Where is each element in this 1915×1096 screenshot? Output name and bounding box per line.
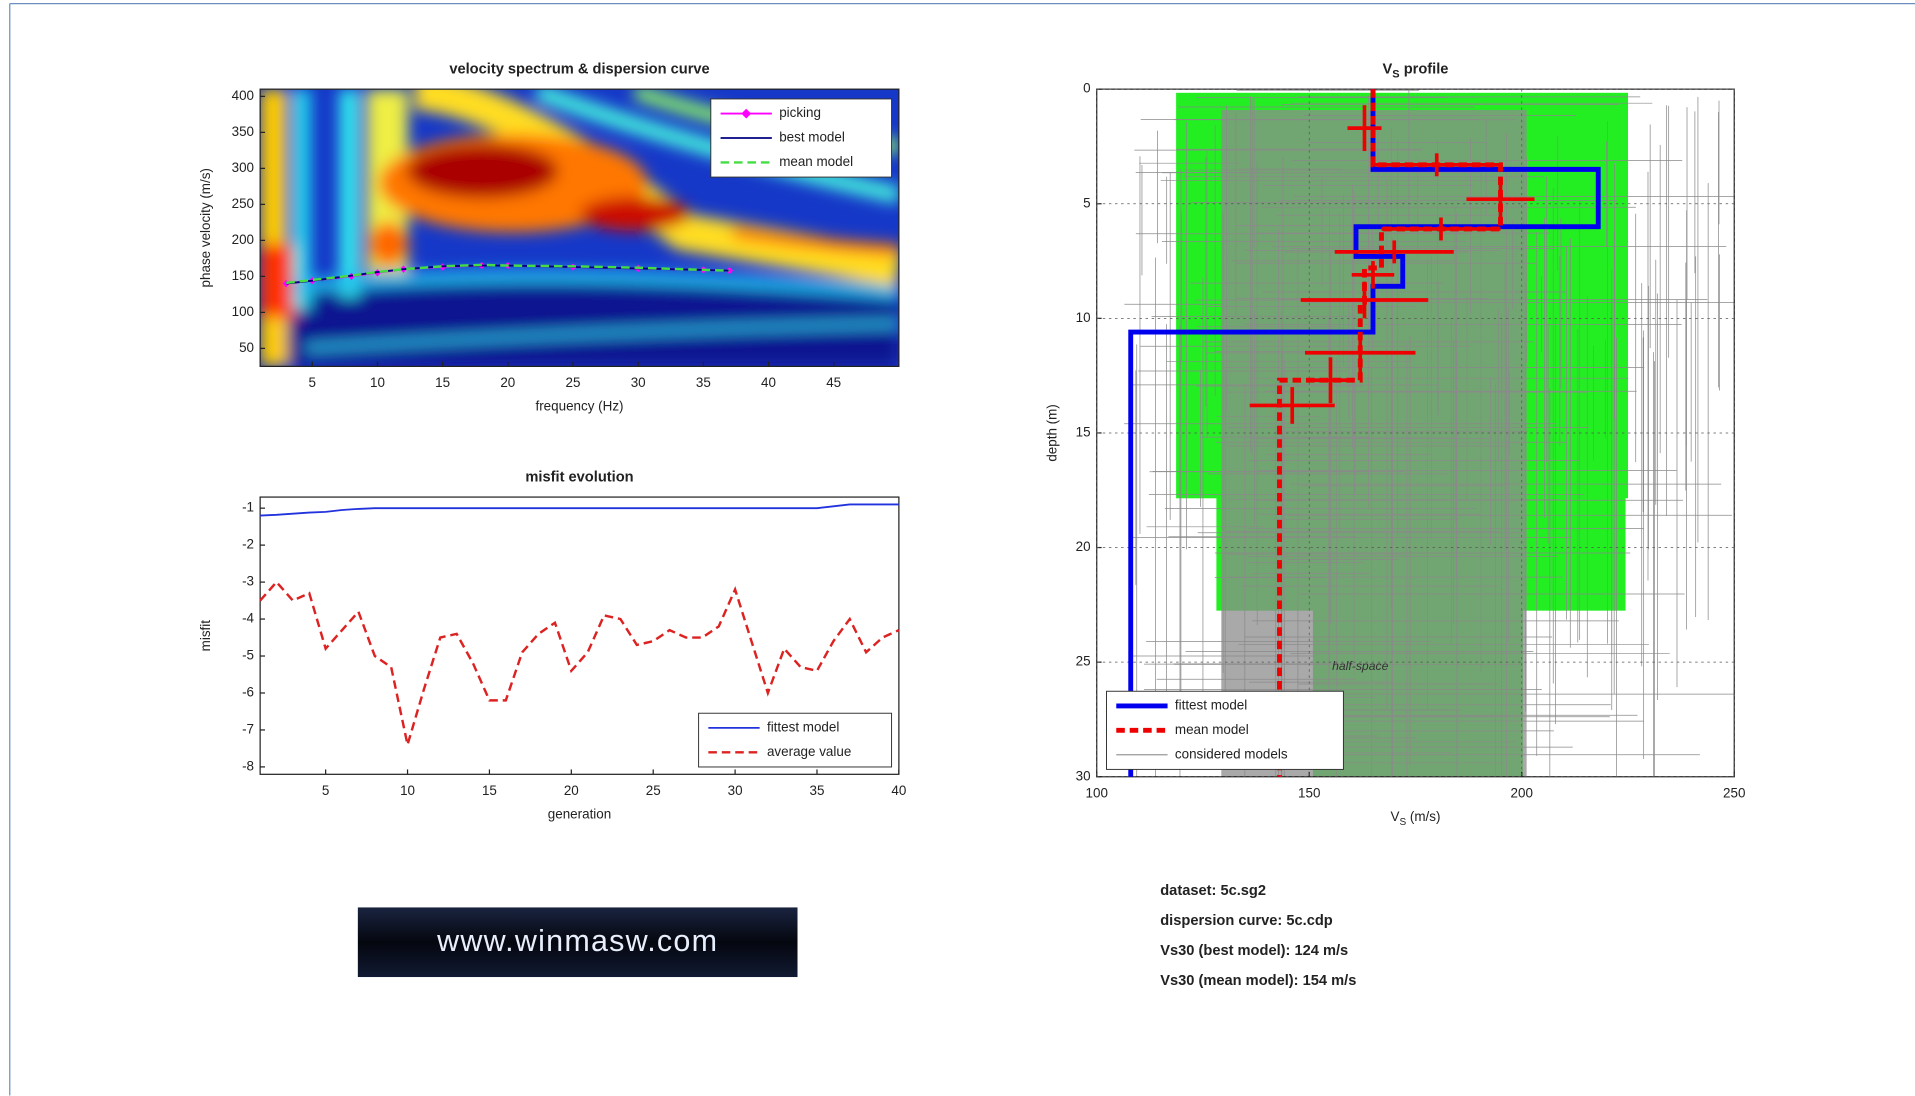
x-tick-label: 20 [564, 783, 579, 798]
x-tick-label: 30 [728, 783, 743, 798]
y-tick-label: 250 [232, 196, 254, 211]
y-tick-label: -5 [242, 648, 254, 663]
info-line: Vs30 (mean model): 154 m/s [1160, 973, 1356, 989]
x-axis-label-sub: S [1399, 817, 1406, 828]
y-tick-label: -2 [242, 537, 254, 552]
x-tick-label: 45 [826, 375, 841, 390]
info-line: dataset: 5c.sg2 [1160, 883, 1266, 899]
x-tick-label: 10 [370, 375, 385, 390]
annotation: half-space [1332, 659, 1389, 673]
y-tick-label: 5 [1083, 195, 1090, 210]
x-tick-label: 30 [631, 375, 646, 390]
legend-label: fittest model [1175, 697, 1247, 712]
series-line [286, 263, 730, 285]
y-tick-label: -6 [242, 685, 254, 700]
x-axis-label-part: V [1391, 809, 1400, 824]
legend-label: mean model [1175, 722, 1249, 737]
x-axis-label: VS (m/s) [1391, 809, 1441, 828]
legend-label: average value [767, 744, 851, 759]
x-tick-label: 200 [1511, 785, 1533, 800]
x-axis-label-part: generation [548, 806, 611, 821]
chart-title-part: velocity spectrum & dispersion curve [449, 61, 709, 77]
chart-title: misfit evolution [525, 469, 633, 485]
legend-label: considered models [1175, 746, 1288, 761]
x-tick-label: 250 [1723, 785, 1745, 800]
y-tick-label: -8 [242, 758, 254, 773]
series-line [260, 503, 899, 517]
legend-label: fittest model [767, 719, 839, 734]
figure-root: www.winmasw.com 5 10 15 20 25 30 35 40 455010015… [9, 3, 1915, 1096]
y-axis-label: phase velocity (m/s) [198, 168, 213, 287]
chart-title-part: profile [1400, 61, 1449, 77]
y-tick-label: 0 [1083, 81, 1090, 96]
logo-text: www.winmasw.com [436, 924, 718, 958]
cloud-gray [1221, 109, 1527, 777]
plot-frame [259, 496, 900, 775]
x-axis-label-part: (m/s) [1406, 809, 1440, 824]
y-tick-label: 25 [1076, 654, 1091, 669]
x-tick-label: 40 [891, 783, 906, 798]
y-tick-label: 350 [232, 124, 254, 139]
x-tick-label: 15 [482, 783, 497, 798]
chart-title-part: V [1383, 61, 1393, 77]
y-tick-label: 15 [1076, 424, 1091, 439]
model-cloud [1123, 89, 1735, 777]
y-tick-label: -7 [242, 721, 254, 736]
legend-label: picking [779, 105, 821, 120]
x-tick-label: 25 [566, 375, 581, 390]
y-tick-label: 150 [232, 268, 254, 283]
chart-title: VS profile [1383, 61, 1449, 80]
x-tick-label: 150 [1298, 785, 1320, 800]
legend-label: best model [779, 130, 845, 145]
y-tick-label: 100 [232, 304, 254, 319]
x-tick-label: 5 [309, 375, 316, 390]
y-axis-label: depth (m) [1044, 404, 1059, 461]
x-tick-label: 5 [322, 783, 329, 798]
y-tick-label: 400 [232, 88, 254, 103]
plot-frame [259, 88, 900, 368]
legend-label: mean model [779, 154, 853, 169]
info-line: dispersion curve: 5c.cdp [1160, 913, 1333, 929]
x-tick-label: 100 [1086, 785, 1108, 800]
y-tick-label: 200 [232, 232, 254, 247]
chart-title-sub: S [1392, 68, 1399, 80]
logo-box [357, 907, 798, 978]
x-tick-label: 10 [400, 783, 415, 798]
x-tick-label: 40 [761, 375, 776, 390]
y-tick-label: 50 [239, 340, 254, 355]
spectrum-image [260, 89, 899, 367]
x-tick-label: 35 [810, 783, 825, 798]
series-line [1128, 89, 1601, 777]
x-axis-label-part: frequency (Hz) [535, 398, 623, 413]
y-tick-label: 300 [232, 160, 254, 175]
y-tick-label: 10 [1076, 310, 1091, 325]
info-line: Vs30 (best model): 124 m/s [1160, 943, 1348, 959]
y-tick-label: 20 [1076, 539, 1091, 554]
legend-marker [741, 108, 752, 119]
legend-box [698, 712, 893, 768]
x-axis-label: generation [548, 806, 611, 821]
x-tick-label: 15 [435, 375, 450, 390]
y-tick-label: 30 [1076, 768, 1091, 783]
y-tick-label: -1 [242, 500, 254, 515]
x-tick-label: 20 [500, 375, 515, 390]
x-axis-label: frequency (Hz) [535, 398, 623, 413]
x-tick-label: 35 [696, 375, 711, 390]
series-line [259, 580, 900, 746]
chart-title-part: misfit evolution [525, 469, 633, 485]
chart-title: velocity spectrum & dispersion curve [449, 61, 709, 77]
y-tick-label: -4 [242, 611, 254, 626]
x-tick-label: 25 [646, 783, 661, 798]
y-tick-label: -3 [242, 574, 254, 589]
y-axis-label: misfit [198, 620, 213, 652]
